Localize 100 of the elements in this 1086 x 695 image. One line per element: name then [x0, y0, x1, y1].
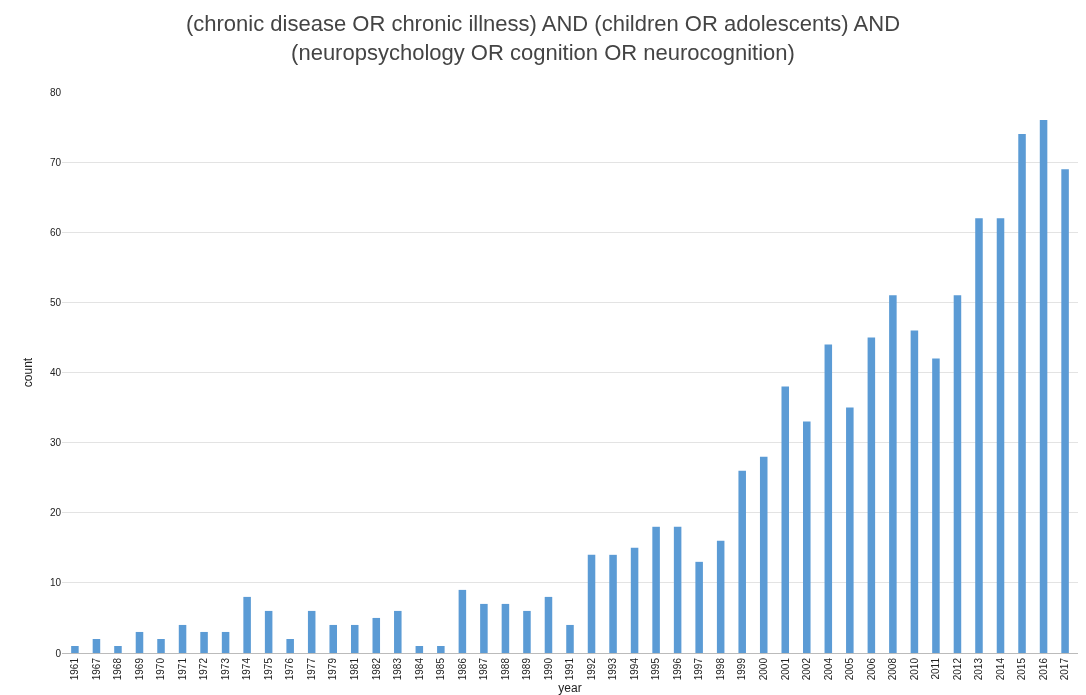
bar: [243, 596, 251, 653]
x-tick-label: 1971: [176, 657, 188, 681]
x-tick-label: 2002: [801, 657, 813, 681]
x-tick-label: 2015: [1016, 657, 1028, 681]
x-tick-label: 1992: [585, 657, 597, 681]
x-tick-label: 2008: [887, 657, 899, 681]
x-tick-label: 2014: [994, 657, 1006, 681]
bar: [480, 603, 488, 653]
bar: [415, 645, 424, 653]
x-tick-label: 1984: [413, 657, 425, 681]
chart-title: (chronic disease OR chronic illness) AND (children OR adolescents) AND (neuropsychology OR cognition OR neurocognition): [185, 11, 901, 65]
x-tick-label: 1982: [370, 657, 382, 681]
bar: [135, 631, 144, 653]
x-tick-label: 1967: [90, 657, 102, 681]
bar: [846, 407, 854, 653]
bar: [394, 610, 402, 653]
y-tick-label: 70: [49, 156, 62, 168]
x-axis-title: year: [558, 681, 582, 695]
x-tick-label: 1995: [650, 657, 662, 681]
bar: [1061, 169, 1069, 653]
bar: [523, 610, 531, 653]
y-tick-label: 20: [49, 507, 62, 519]
x-tick-label: 1991: [564, 657, 576, 681]
bar: [458, 589, 467, 653]
x-tick-label: 1981: [349, 657, 360, 681]
x-tick-label: 1986: [456, 657, 468, 681]
y-axis-title: count: [21, 357, 36, 388]
x-tick-label: 2012: [951, 657, 963, 681]
bar: [178, 624, 187, 653]
bar: [953, 295, 962, 653]
bar: [1018, 134, 1026, 653]
x-tick-label: 1968: [112, 657, 124, 681]
x-tick-label: 1989: [521, 657, 533, 681]
x-tick-label: 2013: [973, 657, 985, 681]
x-tick-label: 1998: [714, 657, 726, 681]
x-tick-label: 1993: [607, 657, 619, 681]
x-tick-label: 2006: [865, 657, 877, 681]
x-tick-label: 2016: [1037, 657, 1049, 681]
bar: [975, 218, 983, 653]
bar: [544, 596, 553, 653]
x-tick-label: 1961: [69, 657, 81, 681]
x-tick-label: 1974: [241, 657, 253, 681]
x-tick-label: 1996: [671, 657, 683, 681]
x-tick-label: 1972: [198, 657, 210, 681]
bar: [71, 645, 79, 653]
bar: [824, 344, 833, 653]
x-tick-label: 2000: [757, 657, 769, 681]
x-tick-label: 2005: [844, 657, 856, 681]
bar: [716, 540, 725, 653]
x-tick-label: 1983: [392, 657, 404, 681]
bar: [910, 330, 919, 653]
bar: [996, 218, 1005, 653]
x-tick-label: 2017: [1059, 657, 1071, 681]
x-tick-label: 1969: [133, 657, 145, 681]
y-tick-label: 10: [49, 577, 62, 589]
bar: [652, 526, 660, 653]
bar: [1039, 120, 1048, 653]
bar: [437, 645, 445, 653]
bar: [329, 624, 337, 653]
bar: [92, 638, 101, 653]
bar: [932, 358, 940, 653]
bar: [609, 554, 617, 653]
bar: [889, 295, 897, 653]
bar: [867, 337, 876, 653]
y-tick-label: 0: [55, 647, 62, 659]
bar: [759, 456, 768, 653]
x-tick-label: 1988: [499, 657, 511, 681]
bar: [200, 631, 208, 653]
bar: [566, 624, 574, 653]
bar: [372, 617, 381, 653]
x-tick-label: 1990: [542, 657, 554, 681]
bar: [738, 470, 746, 653]
x-tick-label: 1997: [693, 657, 705, 681]
y-tick-label: 80: [49, 86, 62, 98]
x-tick-label: 1987: [478, 657, 490, 681]
bar: [501, 603, 510, 653]
bar: [673, 526, 682, 653]
x-tick-label: 1976: [284, 657, 296, 681]
bar: [350, 624, 359, 653]
x-tick-label: 1999: [736, 657, 748, 681]
bar: [157, 638, 165, 653]
bar: [264, 610, 273, 653]
bar: [286, 638, 294, 653]
bar: [221, 631, 230, 653]
x-tick-label: 1985: [435, 657, 447, 681]
x-tick-label: 1975: [262, 657, 274, 681]
bar: [630, 547, 639, 653]
x-tick-label: 1977: [305, 657, 317, 681]
bar: [695, 561, 703, 653]
x-tick-label: 1994: [628, 657, 640, 681]
x-tick-label: 1970: [155, 657, 167, 681]
x-tick-label: 1979: [327, 657, 339, 681]
x-tick-label: 2010: [908, 657, 920, 681]
y-tick-label: 40: [49, 367, 62, 378]
bar: [587, 554, 596, 653]
x-tick-label: 2011: [930, 657, 942, 680]
x-tick-label: 1973: [219, 657, 231, 681]
y-tick-label: 50: [49, 296, 62, 308]
bar: [307, 610, 316, 653]
x-tick-label: 2004: [822, 657, 834, 681]
